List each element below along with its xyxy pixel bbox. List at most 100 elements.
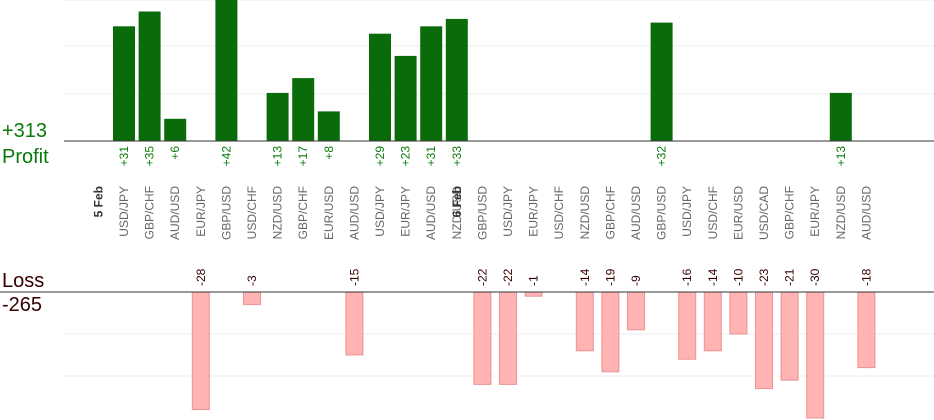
profit-value-label: +8 [322, 146, 336, 160]
category-label: USD/JPY [501, 186, 515, 237]
profit-total: +313 [2, 120, 47, 142]
loss-value-label: -1 [527, 275, 541, 286]
loss-value-label: -9 [629, 275, 643, 286]
loss-value-label: -22 [501, 268, 515, 286]
category-label: EUR/JPY [399, 186, 413, 237]
loss-bar [601, 291, 620, 373]
profit-value-label: +6 [168, 146, 182, 160]
category-label: USD/CHF [552, 186, 566, 239]
loss-total: -265 [2, 294, 42, 316]
loss-value-label: -28 [194, 268, 208, 286]
category-label: USD/JPY [680, 186, 694, 237]
category-label: USD/JPY [117, 186, 131, 237]
category-label: EUR/USD [322, 186, 336, 240]
profit-value-label: +29 [373, 146, 387, 167]
profit-bar [394, 55, 417, 141]
loss-value-label: -16 [680, 268, 694, 286]
category-label: EUR/JPY [808, 186, 822, 237]
category-label: NZD/USD [450, 186, 464, 240]
profit-bar [138, 11, 161, 141]
loss-value-label: -23 [757, 268, 771, 286]
profit-value-label: +23 [399, 146, 413, 167]
profit-bar [369, 33, 391, 142]
profit-bar [292, 78, 315, 141]
loss-bar [191, 291, 210, 411]
category-label: USD/JPY [373, 186, 387, 237]
loss-bar [755, 291, 773, 390]
category-label: USD/CAD [757, 186, 771, 240]
profit-label: Profit [2, 146, 49, 168]
loss-value-label: -10 [731, 268, 745, 286]
category-label: GBP/USD [655, 186, 669, 240]
category-label: USD/CHF [706, 186, 720, 239]
loss-value-label: -3 [245, 275, 259, 286]
loss-bar [473, 291, 492, 385]
loss-bar [499, 291, 517, 385]
profit-value-label: +17 [296, 146, 310, 167]
category-label: EUR/USD [731, 186, 745, 240]
category-label: NZD/USD [834, 186, 848, 240]
category-label: AUD/USD [424, 186, 438, 240]
profit-bar [215, 0, 238, 141]
loss-bar [857, 291, 876, 369]
loss-value-label: -18 [859, 268, 873, 286]
axes [0, 140, 934, 293]
loss-bar [345, 291, 364, 356]
category-label: GBP/USD [219, 186, 233, 240]
profit-bars [113, 0, 852, 142]
category-label: NZD/USD [578, 186, 592, 240]
loss-bar [627, 291, 645, 331]
profit-bar [420, 26, 443, 141]
loss-bar [678, 291, 697, 360]
loss-value-label: -15 [347, 268, 361, 286]
loss-value-label: -14 [578, 268, 592, 286]
profit-bar [164, 118, 187, 141]
loss-value-label: -30 [808, 268, 822, 286]
category-label: EUR/JPY [527, 186, 541, 237]
loss-bar [703, 291, 722, 352]
date-group-label: 6 Feb [450, 186, 464, 217]
profit-value-label: +35 [143, 146, 157, 167]
profit-value-label: +32 [655, 146, 669, 167]
loss-value-label: -21 [783, 268, 797, 286]
category-label: AUD/USD [629, 186, 643, 240]
loss-value-label: -14 [706, 268, 720, 286]
labels: +31 USD/JPY +35 GBP/CHF +6 AUD/USD EUR/JPY -28 +… [91, 146, 873, 286]
category-label: NZD/USD [271, 186, 285, 240]
category-label: AUD/USD [347, 186, 361, 240]
date-group-label: 5 Feb [91, 186, 105, 217]
category-label: GBP/USD [475, 186, 489, 240]
category-label: USD/CHF [245, 186, 259, 239]
category-label: GBP/CHF [296, 186, 310, 239]
loss-bar [780, 291, 799, 381]
category-label: GBP/CHF [143, 186, 157, 239]
profit-bar [829, 92, 852, 141]
profit-value-label: +33 [450, 146, 464, 167]
loss-label: Loss [2, 270, 44, 292]
loss-bar [575, 291, 594, 352]
loss-value-label: -19 [603, 268, 617, 286]
category-label: GBP/CHF [783, 186, 797, 239]
category-label: AUD/USD [859, 186, 873, 240]
category-label: EUR/JPY [194, 186, 208, 237]
loss-bar [729, 291, 748, 335]
loss-bar [806, 291, 825, 419]
profit-bar [266, 92, 289, 141]
profit-value-label: +42 [219, 146, 233, 167]
category-label: GBP/CHF [603, 186, 617, 239]
profit-value-label: +13 [271, 146, 285, 167]
profit-value-label: +13 [834, 146, 848, 167]
profit-bar [650, 22, 673, 142]
category-label: AUD/USD [168, 186, 182, 240]
profit-bar [445, 18, 468, 141]
profit-value-label: +31 [117, 146, 131, 167]
profit-value-label: +31 [424, 146, 438, 167]
loss-value-label: -22 [475, 268, 489, 286]
loss-bars [191, 291, 876, 419]
loss-bar [524, 291, 543, 297]
loss-bar [243, 291, 261, 306]
profit-bar [113, 26, 135, 141]
profit-bar [317, 111, 340, 141]
